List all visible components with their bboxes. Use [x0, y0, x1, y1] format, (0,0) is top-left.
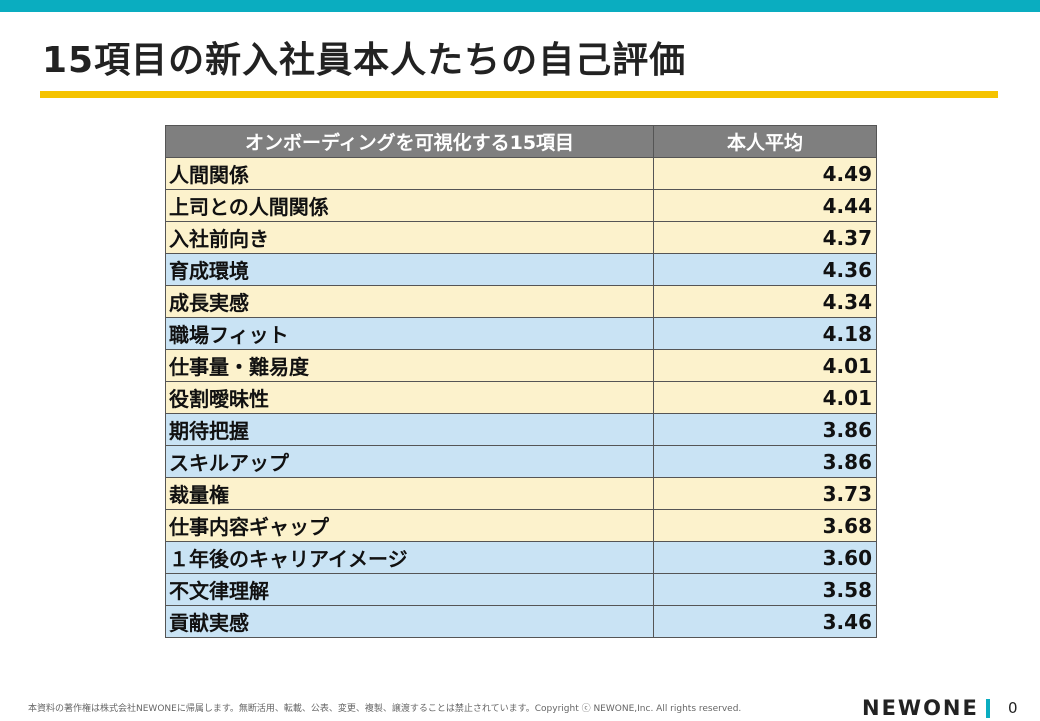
- item-label: 成長実感: [165, 285, 654, 318]
- item-average: 3.86: [653, 445, 877, 478]
- item-average: 4.18: [653, 317, 877, 350]
- table-row: 貢献実感 3.46: [165, 605, 877, 638]
- item-average: 4.01: [653, 381, 877, 414]
- item-average: 3.68: [653, 509, 877, 542]
- table-row: スキルアップ 3.86: [165, 445, 877, 478]
- item-label: 人間関係: [165, 157, 654, 190]
- item-label: 不文律理解: [165, 573, 654, 606]
- top-accent-bar: [0, 0, 1040, 12]
- item-average: 4.36: [653, 253, 877, 286]
- brand-separator: [986, 699, 990, 718]
- item-average: 4.44: [653, 189, 877, 222]
- slide-title: 15項目の新入社員本人たちの自己評価: [42, 40, 687, 81]
- item-label: 職場フィット: [165, 317, 654, 350]
- item-label: 上司との人間関係: [165, 189, 654, 222]
- item-label: 貢献実感: [165, 605, 654, 638]
- copyright-notice: 本資料の著作権は株式会社NEWONEに帰属します。無断活用、転載、公表、変更、複…: [28, 704, 742, 714]
- table-row: 役割曖昧性 4.01: [165, 381, 877, 414]
- page-number: 0: [1008, 699, 1018, 717]
- item-average: 4.01: [653, 349, 877, 382]
- item-label: 裁量権: [165, 477, 654, 510]
- brand-logo: NEWONE: [862, 696, 979, 720]
- table-header-row: オンボーディングを可視化する15項目 本人平均: [165, 125, 877, 158]
- item-label: 育成環境: [165, 253, 654, 286]
- item-average: 3.60: [653, 541, 877, 574]
- table-row: 入社前向き 4.37: [165, 221, 877, 254]
- item-label: １年後のキャリアイメージ: [165, 541, 654, 574]
- table-row: 上司との人間関係 4.44: [165, 189, 877, 222]
- table-row: 不文律理解 3.58: [165, 573, 877, 606]
- table-row: 育成環境 4.36: [165, 253, 877, 286]
- item-average: 4.34: [653, 285, 877, 318]
- table-row: 職場フィット 4.18: [165, 317, 877, 350]
- table-row: 成長実感 4.34: [165, 285, 877, 318]
- item-label: 仕事内容ギャップ: [165, 509, 654, 542]
- item-average: 4.49: [653, 157, 877, 190]
- table-body: 人間関係 4.49 上司との人間関係 4.44 入社前向き 4.37 育成環境 4.36 成長実…: [165, 157, 877, 638]
- header-items: オンボーディングを可視化する15項目: [165, 125, 654, 158]
- item-average: 3.58: [653, 573, 877, 606]
- evaluation-table: オンボーディングを可視化する15項目 本人平均 人間関係 4.49 上司との人間関係…: [165, 125, 877, 638]
- title-underline: [40, 91, 998, 98]
- table-row: １年後のキャリアイメージ 3.60: [165, 541, 877, 574]
- item-label: 仕事量・難易度: [165, 349, 654, 382]
- item-average: 3.73: [653, 477, 877, 510]
- item-average: 3.86: [653, 413, 877, 446]
- table-row: 仕事内容ギャップ 3.68: [165, 509, 877, 542]
- table-row: 裁量権 3.73: [165, 477, 877, 510]
- item-label: 期待把握: [165, 413, 654, 446]
- item-average: 4.37: [653, 221, 877, 254]
- table-row: 仕事量・難易度 4.01: [165, 349, 877, 382]
- table-row: 期待把握 3.86: [165, 413, 877, 446]
- item-label: 入社前向き: [165, 221, 654, 254]
- item-label: 役割曖昧性: [165, 381, 654, 414]
- header-average: 本人平均: [653, 125, 877, 158]
- item-label: スキルアップ: [165, 445, 654, 478]
- item-average: 3.46: [653, 605, 877, 638]
- table-row: 人間関係 4.49: [165, 157, 877, 190]
